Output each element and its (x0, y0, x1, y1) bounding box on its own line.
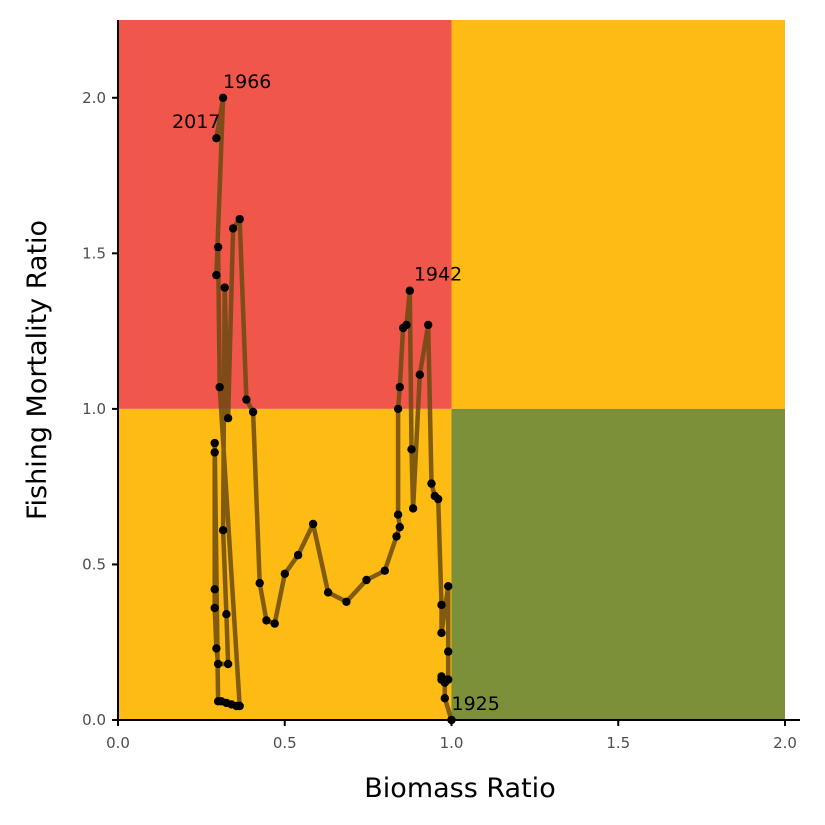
data-point (218, 93, 228, 103)
x-tick-label: 1.5 (606, 734, 630, 752)
data-point (235, 701, 244, 711)
data-point (223, 659, 233, 669)
x-ticks: 0.0 0.5 1.0 1.5 2.0 (106, 720, 797, 752)
data-point (398, 323, 408, 333)
data-point (444, 675, 453, 684)
x-axis-title: Biomass Ratio (364, 773, 555, 804)
data-point (380, 566, 389, 575)
data-point (430, 491, 439, 501)
region-healthy (451, 408, 785, 720)
data-point (235, 214, 244, 224)
annotation-1966: 1966 (223, 71, 271, 93)
data-point (210, 438, 219, 448)
y-ticks: 0.0 0.5 1.0 1.5 2.0 (82, 89, 118, 729)
data-point (308, 519, 318, 529)
y-tick-label: 0.0 (82, 711, 106, 729)
y-tick-label: 2.0 (82, 89, 106, 107)
data-point (280, 569, 289, 578)
data-point (242, 395, 251, 404)
data-point (293, 550, 303, 560)
data-point (212, 270, 221, 280)
data-point (213, 242, 223, 252)
data-point (437, 628, 446, 638)
region-overfished-overfishing (118, 20, 452, 409)
axes (117, 20, 800, 721)
data-point (415, 370, 424, 379)
data-point (437, 600, 446, 610)
y-axis-title: Fishing Mortality Ratio (22, 220, 53, 520)
y-tick-label: 1.0 (82, 400, 106, 418)
data-point (248, 407, 258, 417)
data-point (437, 672, 446, 681)
trajectory-series (210, 93, 456, 725)
quadrant-regions (118, 20, 785, 720)
data-point (223, 414, 233, 423)
data-point (212, 644, 221, 653)
data-point (210, 603, 219, 613)
data-point (393, 404, 403, 414)
data-point (270, 619, 279, 628)
data-point (262, 616, 271, 625)
data-point (342, 597, 351, 606)
data-point (444, 647, 453, 656)
data-point (392, 532, 401, 541)
annotation-2017: 2017 (172, 111, 220, 133)
annotation-1925: 1925 (452, 693, 500, 715)
y-tick-label: 0.5 (82, 555, 106, 573)
data-point (395, 382, 404, 392)
x-tick-label: 1.0 (440, 734, 464, 752)
data-point (255, 578, 264, 588)
data-point (210, 448, 219, 457)
annotation-1942: 1942 (414, 264, 462, 286)
data-point (405, 286, 414, 295)
data-point (427, 479, 436, 488)
data-point (210, 585, 219, 594)
data-point (220, 283, 229, 292)
data-point (215, 382, 224, 392)
data-point (323, 588, 333, 597)
y-tick-label: 1.5 (82, 244, 106, 262)
data-point (440, 694, 449, 703)
data-point (444, 582, 453, 591)
data-point (228, 224, 238, 233)
data-point (408, 504, 418, 513)
x-tick-label: 0.0 (106, 734, 130, 752)
data-point (407, 445, 416, 454)
region-overfishing-only (451, 20, 785, 409)
x-tick-label: 0.5 (273, 734, 297, 752)
x-tick-label: 2.0 (773, 734, 797, 752)
data-point (395, 522, 404, 532)
data-point (362, 575, 371, 585)
data-point (218, 526, 228, 535)
data-point (424, 320, 433, 330)
data-point (212, 134, 221, 143)
data-point (213, 659, 223, 669)
data-point (222, 610, 231, 619)
region-overfished-only (118, 408, 452, 720)
data-point (393, 510, 403, 519)
